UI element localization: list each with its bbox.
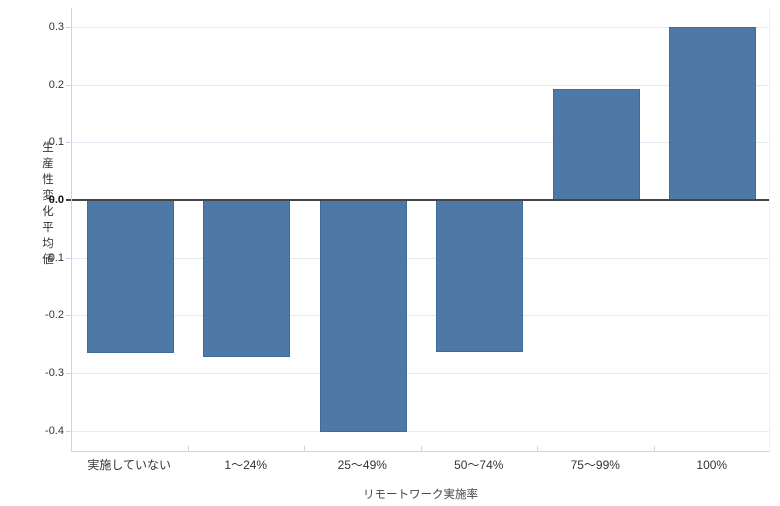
x-axis-tick [653, 446, 655, 452]
y-axis-tick [66, 373, 71, 374]
y-axis-title-char: 均 [42, 238, 54, 250]
zero-baseline [72, 199, 769, 201]
y-axis-tick [66, 430, 71, 432]
y-axis-title-char: 性 [42, 174, 54, 186]
bar-実施していない [86, 200, 174, 353]
y-axis-tick [66, 315, 71, 317]
y-tick-label: -0.3 [45, 367, 64, 379]
x-axis-tick [187, 446, 189, 452]
y-tick-label: -0.4 [45, 424, 64, 437]
x-axis-tick [537, 446, 538, 452]
x-tick-label-1〜24%: 1〜24% [224, 458, 268, 472]
bar-25〜49% [319, 200, 407, 433]
y-gridline [72, 373, 769, 374]
bar-50〜74% [436, 200, 524, 353]
x-tick-label-実施していない: 実施していない [87, 458, 172, 472]
y-axis-title-char: 値 [42, 254, 54, 266]
y-axis-title-char: 生 [42, 142, 54, 154]
y-tick-label: 0.2 [48, 78, 64, 91]
y-axis-tick [66, 199, 71, 201]
y-tick-label: 0.1 [48, 136, 64, 149]
y-gridline [72, 27, 769, 29]
x-axis-tick [420, 446, 422, 452]
y-gridline [72, 315, 769, 317]
y-axis-title-char: 化 [42, 206, 54, 218]
y-tick-label: 0.0 [48, 194, 64, 206]
x-tick-label-75〜99%: 75〜99% [570, 458, 620, 472]
y-axis-title: 生産性変化平均値 [40, 140, 56, 268]
x-tick-label-25〜49%: 25〜49% [337, 458, 387, 472]
y-gridline [72, 142, 769, 144]
y-gridline [72, 257, 769, 259]
y-axis-tick [66, 142, 71, 144]
bar-75〜99% [552, 88, 640, 200]
y-tick-label: 0.3 [48, 21, 64, 34]
bar-1〜24% [203, 200, 291, 358]
x-axis-title: リモートワーク実施率 [363, 489, 478, 501]
bar-100% [669, 27, 757, 200]
y-axis-title-char: 平 [42, 222, 54, 234]
x-axis-tick [304, 446, 305, 452]
y-tick-label: -0.2 [45, 309, 64, 322]
plot-area [71, 8, 770, 452]
y-axis-tick [66, 27, 71, 29]
y-axis-title-char: 産 [42, 158, 54, 170]
y-gridline [72, 84, 769, 86]
y-tick-label: -0.1 [45, 251, 64, 264]
y-axis-tick [66, 257, 71, 259]
y-gridline [72, 430, 769, 432]
x-tick-label-50〜74%: 50〜74% [454, 458, 504, 472]
y-axis-title-char: 変 [42, 190, 54, 202]
y-axis-tick [66, 84, 71, 86]
x-tick-label-100%: 100% [696, 458, 728, 472]
